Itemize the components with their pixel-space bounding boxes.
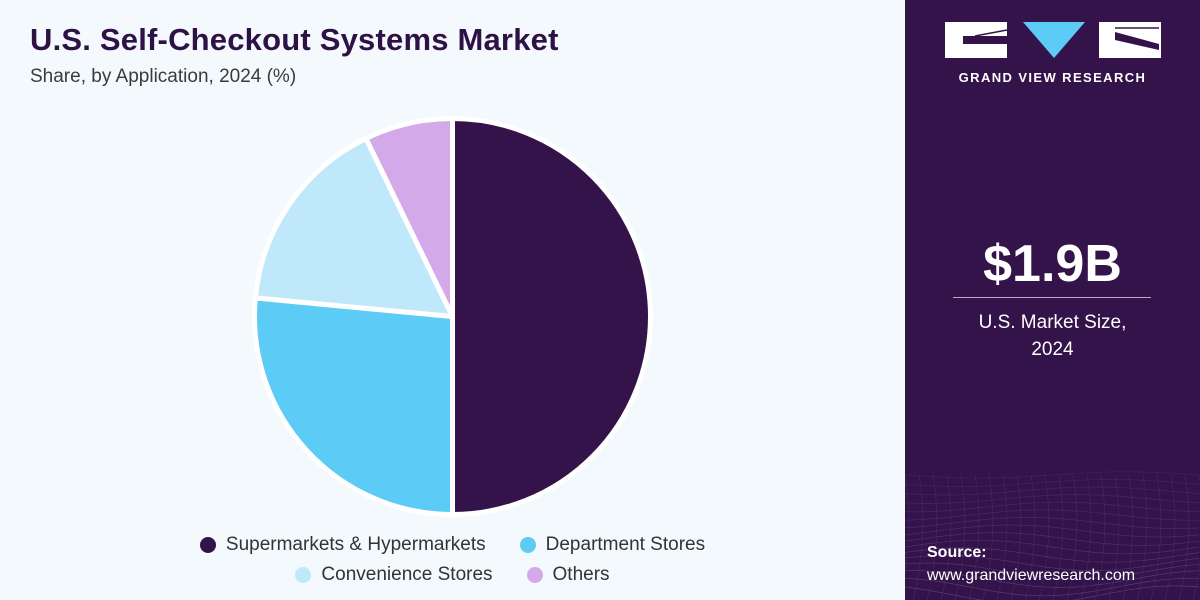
legend-row-2: Convenience Stores Others — [0, 564, 905, 586]
mesh-line — [1066, 474, 1078, 600]
mesh-line — [905, 486, 1200, 496]
legend-label-others: Others — [552, 564, 610, 585]
divider — [953, 297, 1151, 298]
mesh-line — [905, 547, 1200, 563]
pie-slice-others — [363, 116, 455, 319]
mesh-line — [905, 494, 1200, 504]
mesh-line — [982, 474, 994, 600]
mesh-line — [905, 471, 1200, 479]
summary-sidebar: GRAND VIEW RESEARCH $1.9B U.S. Market Si… — [905, 0, 1200, 600]
mesh-line — [912, 474, 924, 600]
legend-item-department-stores: Department Stores — [519, 534, 706, 556]
mesh-line — [905, 501, 1200, 513]
mesh-line — [1038, 474, 1050, 600]
mesh-line — [905, 479, 1200, 487]
legend-swatch-others — [526, 567, 543, 583]
decorative-mesh — [905, 471, 1200, 600]
mesh-line — [1164, 474, 1176, 600]
chart-panel: U.S. Self-Checkout Systems Market Share,… — [0, 0, 905, 600]
mesh-line — [905, 539, 1200, 555]
legend-item-others: Others — [526, 564, 610, 586]
mesh-line — [905, 532, 1200, 546]
legend-swatch-supermarkets — [199, 537, 216, 553]
legend-label-supermarkets: Supermarkets & Hypermarkets — [225, 534, 486, 555]
mesh-line — [926, 474, 938, 600]
grand-view-research-logo — [945, 22, 1161, 58]
mesh-line — [996, 474, 1008, 600]
mesh-line — [905, 570, 1200, 588]
source-label: Source: — [927, 544, 987, 561]
mesh-line — [1178, 474, 1190, 600]
mesh-line — [1136, 474, 1148, 600]
legend-swatch-department-stores — [519, 537, 536, 553]
mesh-line — [905, 562, 1200, 580]
legend-item-convenience-stores: Convenience Stores — [295, 564, 493, 586]
legend-swatch-convenience-stores — [295, 567, 312, 583]
pie-slice-convenience-stores — [252, 135, 455, 319]
mesh-line — [1150, 474, 1162, 600]
market-size-label: U.S. Market Size, 2024 — [905, 309, 1200, 363]
mesh-line — [905, 577, 1200, 597]
logo-text: GRAND VIEW RESEARCH — [958, 70, 1147, 85]
legend-row-1: Supermarkets & Hypermarkets Department S… — [0, 534, 905, 556]
mesh-line — [905, 585, 1200, 600]
market-size-label-line-1: U.S. Market Size, — [978, 312, 1127, 333]
mesh-line — [905, 555, 1200, 571]
market-size-label-line-2: 2024 — [1031, 339, 1074, 360]
mesh-line — [1192, 474, 1200, 600]
mesh-line — [905, 509, 1200, 521]
chart-subtitle: Share, by Application, 2024 (%) — [30, 66, 297, 87]
legend-label-convenience-stores: Convenience Stores — [321, 564, 493, 585]
pie-chart — [252, 116, 653, 517]
chart-title: U.S. Self-Checkout Systems Market — [30, 22, 559, 57]
pie-slice-department-stores — [252, 295, 455, 517]
mesh-line — [905, 524, 1200, 538]
source-link[interactable]: www.grandviewresearch.com — [927, 567, 1136, 584]
mesh-line — [1010, 474, 1022, 600]
mesh-line — [954, 474, 966, 600]
mesh-line — [1108, 474, 1120, 600]
mesh-line — [905, 517, 1200, 529]
pie-slice-supermarkets-hypermarkets — [450, 116, 653, 517]
mesh-line — [968, 474, 980, 600]
legend-item-supermarkets: Supermarkets & Hypermarkets — [199, 534, 486, 556]
mesh-line — [1094, 474, 1106, 600]
mesh-line — [940, 474, 952, 600]
market-size-value: $1.9B — [983, 235, 1122, 293]
mesh-line — [1052, 474, 1064, 600]
mesh-line — [905, 474, 910, 572]
mesh-line — [1122, 474, 1134, 600]
mesh-line — [1080, 474, 1092, 600]
legend-label-department-stores: Department Stores — [545, 534, 706, 555]
mesh-line — [1024, 474, 1036, 600]
